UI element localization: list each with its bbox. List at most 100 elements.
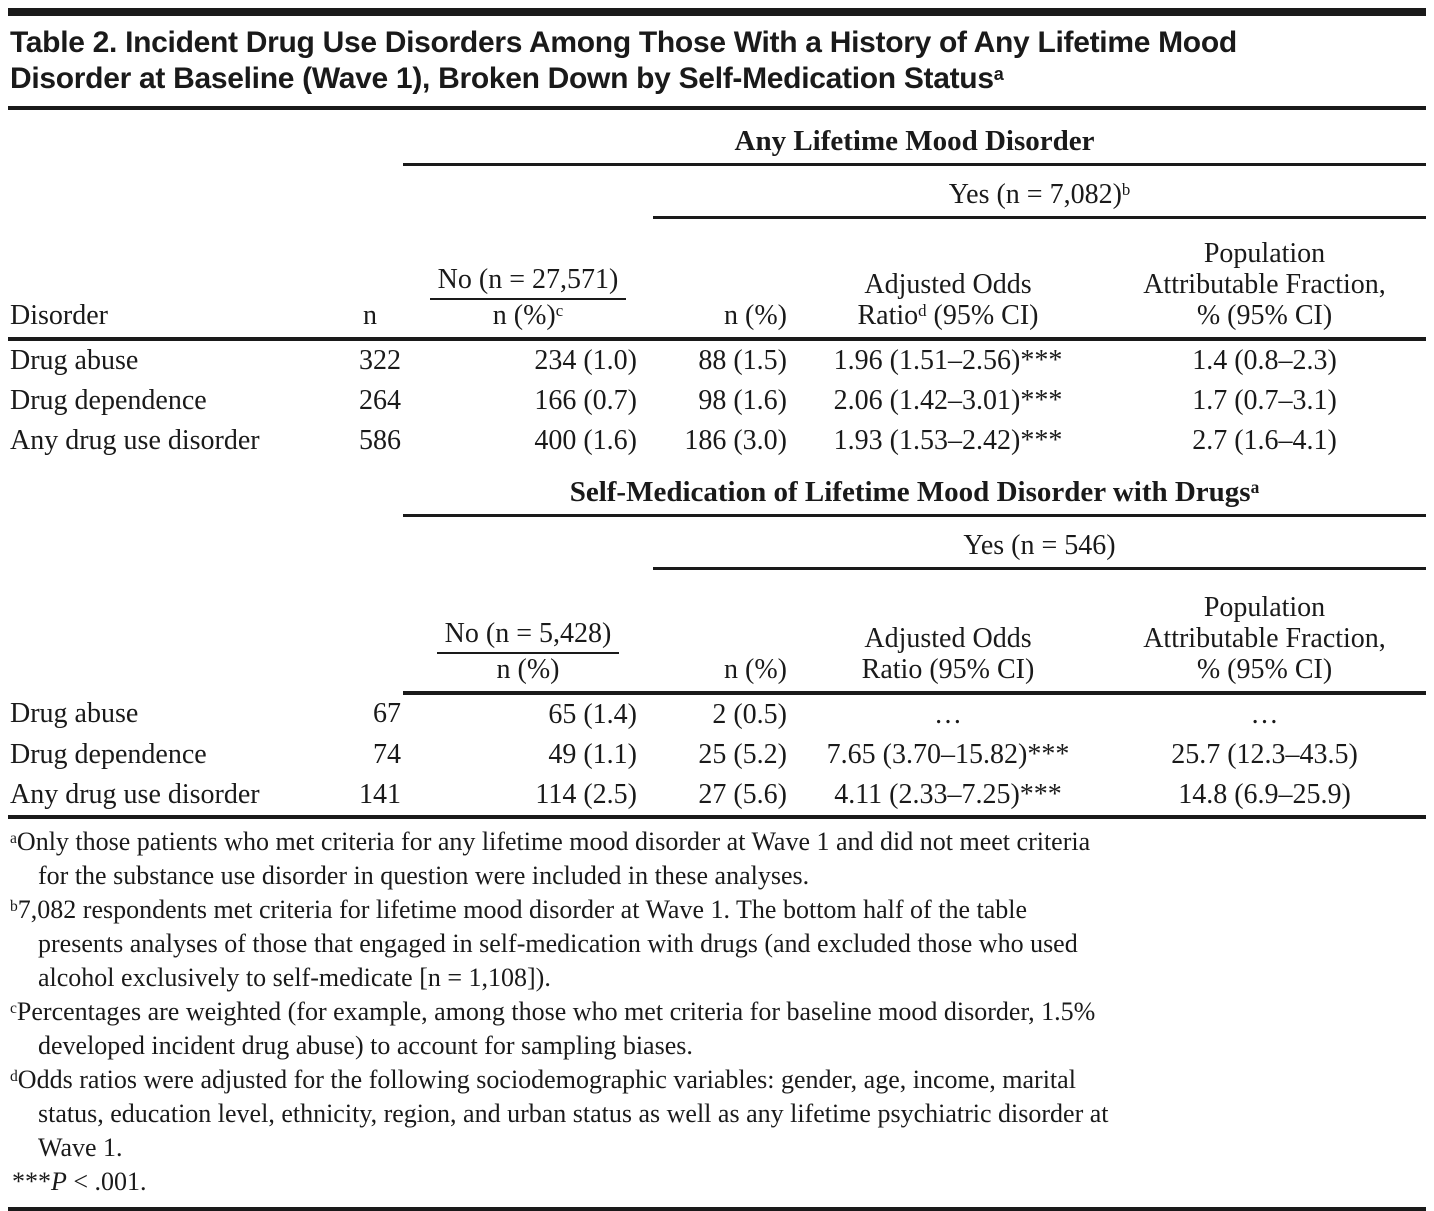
cell-adjusted-or: 4.11 (2.33–7.25)*** [793, 775, 1103, 819]
column-header-no-group-1: No (n = 27,571) n (%)c [403, 217, 653, 341]
aor-header-line2-ci: (95% CI) [926, 300, 1039, 331]
aor-header-footnote-marker: d [918, 301, 927, 321]
cell-n: 141 [298, 775, 403, 819]
spacer-cell [8, 110, 403, 165]
cell-yes-npct: 88 (1.5) [698, 345, 787, 376]
cell-yes-npct: 98 (1.6) [698, 385, 787, 416]
cell-paf: 25.7 (12.3–43.5) [1171, 739, 1358, 770]
top-rule [8, 8, 1426, 16]
column-header-aor-1: Adjusted Odds Ratiod (95% CI) [793, 217, 1103, 341]
cell-paf: 1.4 (0.8–2.3) [1192, 345, 1337, 376]
yes-header-1: Yes (n = 7,082)b [653, 164, 1427, 219]
yes-header-2: Yes (n = 546) [653, 515, 1427, 570]
yes-header-1-text: Yes (n = 7,082) [948, 179, 1122, 210]
column-header-disorder: Disorder [8, 217, 298, 341]
column-header-no-group-2: No (n = 5,428) n (%) [403, 568, 653, 695]
cell-no-npct: 65 (1.4) [548, 699, 637, 730]
footnote-b: b7,082 respondents met criteria for life… [10, 893, 1424, 995]
cell-disorder: Drug dependence [10, 385, 207, 416]
cell-n: 67 [373, 698, 401, 729]
no-subheader-1: n (%)c [403, 300, 653, 331]
footnote-b-text: 7,082 respondents met criteria for lifet… [17, 895, 1078, 992]
footnote-c: cPercentages are weighted (for example, … [10, 995, 1424, 1063]
cell-no-npct: 234 (1.0) [534, 345, 637, 376]
cell-adjusted-or: 1.96 (1.51–2.56)*** [833, 345, 1063, 376]
table-row: Drug abuse 67 65 (1.4) 2 (0.5) … … [8, 693, 1426, 735]
footnote-d: dOdds ratios were adjusted for the follo… [10, 1063, 1424, 1165]
cell-yes-npct: 25 (5.2) [698, 739, 787, 770]
yes-header-1-footnote-marker: b [1121, 180, 1131, 200]
significance-threshold: < .001. [66, 1167, 147, 1196]
yes-header-2-text: Yes (n = 546) [963, 530, 1116, 561]
cell-paf: … [1250, 699, 1279, 730]
no-header-1: No (n = 27,571) [429, 264, 627, 300]
table-row: Drug dependence 74 49 (1.1) 25 (5.2) 7.6… [8, 735, 1426, 775]
significance-p: P [51, 1167, 67, 1196]
table-title-footnote-marker: a [993, 63, 1004, 84]
cell-yes-npct: 27 (5.6) [653, 775, 793, 819]
table-title: Table 2. Incident Drug Use Disorders Amo… [8, 16, 1426, 110]
group-header-row-1: Any Lifetime Mood Disorder [8, 110, 1427, 166]
table-title-text: Table 2. Incident Drug Use Disorders Amo… [10, 26, 1237, 95]
results-table: Any Lifetime Mood Disorder Yes (n = 7,08… [8, 110, 1427, 819]
footnote-b-marker: b [10, 897, 18, 915]
spacer-cell [8, 461, 403, 516]
cell-n: 264 [359, 385, 401, 416]
footnote-c-marker: c [10, 999, 17, 1017]
group-header-2-footnote-marker: a [1250, 477, 1260, 498]
spacer-cell [298, 569, 403, 694]
cell-adjusted-or: 1.93 (1.53–2.42)*** [833, 425, 1063, 456]
group-header-2-text: Self-Medication of Lifetime Mood Disorde… [569, 476, 1251, 508]
footnote-d-marker: d [10, 1067, 18, 1085]
group-header-2: Self-Medication of Lifetime Mood Disorde… [403, 461, 1427, 517]
column-header-yes-npct-2: n (%) [653, 568, 793, 695]
cell-paf: 1.7 (0.7–3.1) [1192, 385, 1337, 416]
yes-header-row-1: Yes (n = 7,082)b [8, 164, 1427, 219]
table-row: Any drug use disorder 141 114 (2.5) 27 (… [8, 775, 1427, 819]
footnote-a: aOnly those patients who met criteria fo… [10, 825, 1424, 893]
cell-no-npct: 49 (1.1) [548, 739, 637, 770]
column-header-paf-2: Population Attributable Fraction,% (95% C… [1103, 568, 1427, 695]
significance-note: ***P < .001. [10, 1165, 1424, 1199]
aor-header-line1: Adjusted Odds [864, 623, 1032, 654]
cell-adjusted-or: … [934, 699, 962, 730]
aor-header-line2: Ratio [861, 654, 923, 685]
column-header-row-1: Disorder n No (n = 27,571) n (%)c n (%) … [8, 217, 1427, 341]
cell-n: 322 [359, 345, 401, 376]
no-header-2: No (n = 5,428) [436, 618, 620, 654]
cell-disorder: Drug abuse [10, 345, 139, 376]
footnote-c-text: Percentages are weighted (for example, a… [16, 997, 1096, 1060]
column-header-yes-npct-1: n (%) [653, 217, 793, 341]
table-row: Any drug use disorder 586 400 (1.6) 186 … [8, 421, 1426, 461]
cell-adjusted-or: 7.65 (3.70–15.82)*** [826, 739, 1070, 770]
no-subheader-1-text: n (%) [492, 300, 556, 331]
cell-disorder: Drug dependence [10, 739, 207, 770]
paf-header-line1: Population [1203, 238, 1326, 269]
aor-header-line1: Adjusted Odds [864, 269, 1032, 300]
table-row: Drug abuse 322 234 (1.0) 88 (1.5) 1.96 (… [8, 339, 1426, 381]
no-subheader-2: n (%) [403, 654, 653, 685]
aor-header-line2-ci: (95% CI) [922, 654, 1035, 685]
significance-stars: *** [12, 1167, 51, 1196]
paf-header-line3: % (95% CI) [1196, 654, 1333, 685]
footnotes: aOnly those patients who met criteria fo… [8, 825, 1426, 1199]
cell-paf: 14.8 (6.9–25.9) [1103, 775, 1427, 819]
spacer-cell [8, 165, 653, 218]
no-subheader-1-footnote-marker: c [555, 301, 564, 321]
cell-n: 586 [359, 425, 401, 456]
spacer-cell [8, 569, 298, 694]
cell-n: 74 [373, 739, 401, 770]
column-header-paf-1: Population Attributable Fraction,% (95% C… [1103, 217, 1427, 341]
cell-no-npct: 114 (2.5) [403, 775, 653, 819]
cell-yes-npct: 186 (3.0) [684, 425, 787, 456]
group-header-1: Any Lifetime Mood Disorder [403, 110, 1427, 166]
cell-adjusted-or: 2.06 (1.42–3.01)*** [833, 385, 1063, 416]
cell-no-npct: 400 (1.6) [534, 425, 637, 456]
group-header-row-2: Self-Medication of Lifetime Mood Disorde… [8, 461, 1427, 517]
cell-no-npct: 166 (0.7) [534, 385, 637, 416]
group-header-1-text: Any Lifetime Mood Disorder [734, 125, 1095, 157]
paf-header-line3: % (95% CI) [1196, 300, 1333, 331]
paf-header-line1: Population [1203, 592, 1326, 623]
paf-header-line2: Attributable Fraction, [1143, 623, 1386, 654]
